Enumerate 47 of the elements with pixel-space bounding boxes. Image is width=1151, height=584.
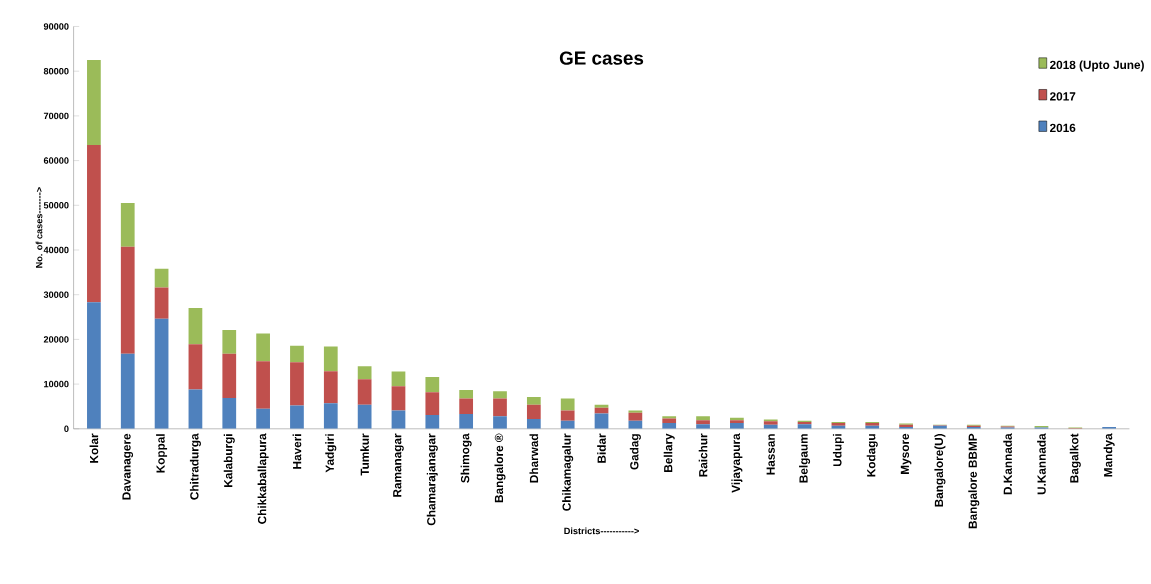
y-tick-label: 40000 [43,246,69,254]
x-tick-label: Davanagere [122,433,134,500]
text: GE cases [559,51,644,65]
x-tick-label: Chikamagalur [562,433,574,511]
y-tick-label: 60000 [43,157,69,164]
x-tick-label: Bangalore BBMP [968,433,980,529]
x-tick-label: Bangalore ® [494,433,506,503]
x-tick-label: Kalaburgi [223,434,235,488]
y-axis-title: No. of cases-------> [35,187,43,268]
y-tick-label: 0 [64,425,69,433]
y-tick-label: 10000 [44,380,69,388]
legend-label: 2018 (Upto June) [1050,60,1144,72]
y-tick-label: 80000 [43,68,69,75]
x-tick-label: Raichur [698,433,708,477]
x-tick-label: Chitradurga [189,433,201,500]
x-tick-label: Ramanagar [393,433,404,497]
y-tick-label: 70000 [43,112,69,120]
x-tick-label: U.Kannada [1037,433,1046,495]
y-tick-label: 30000 [43,291,69,299]
y-tick-label: 50000 [43,202,69,209]
x-tick-label: Mandya [1103,433,1115,477]
x-tick-label: Chikkaballapura [257,433,269,524]
x-tick-label: Chamarajanagar [426,433,438,526]
legend-label: 2016 [1050,123,1076,133]
x-tick-label: D.Kannada [1003,433,1012,495]
x-tick-label: Bangalore(U) [934,434,946,507]
x-tick-label: Belgaum [799,434,811,483]
x-tick-label: Shimoga [460,433,472,483]
x-tick-label: Tumkur [360,433,369,476]
x-tick-label: Kodagu [866,434,878,477]
x-tick-label: Bidar [597,433,606,463]
y-tick-label: 90000 [43,23,69,30]
y-tick-label: 20000 [43,336,69,343]
x-axis-title: Districts-----------> [564,527,639,535]
x-tick-label: Kolar [89,433,99,463]
x-tick-label: Vijayapura [731,433,743,493]
legend-label: 2017 [1050,92,1076,101]
x-tick-label: Haveri [292,434,302,469]
x-tick-label: Dharwad [529,434,539,483]
x-tick-label: Mysore [900,433,912,474]
x-tick-label: Hassan [766,434,775,475]
x-tick-label: Gadag [629,434,641,470]
x-tick-label: Koppal [156,434,168,473]
x-tick-label: Udupi [832,434,844,467]
x-tick-label: Bellary [663,433,675,472]
x-tick-label: Bagalkot [1069,433,1081,483]
x-tick-label: Yadgiri [325,434,337,473]
